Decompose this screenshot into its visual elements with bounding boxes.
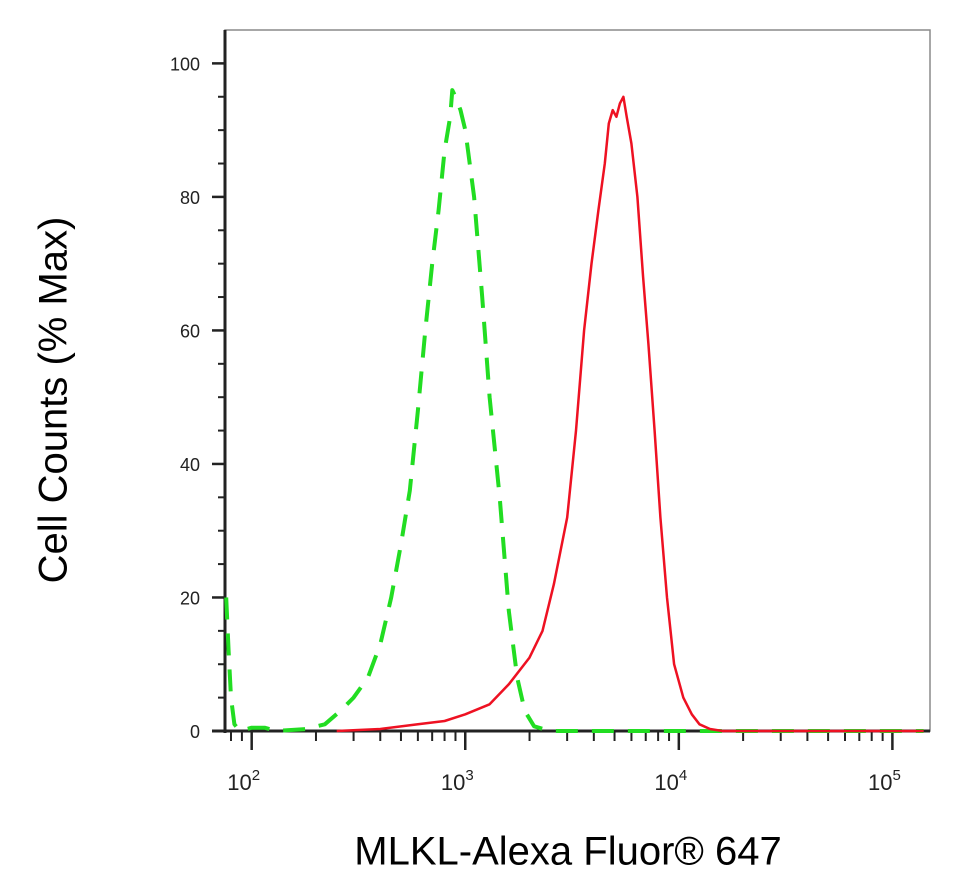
isotype-control-line	[224, 88, 924, 733]
x-axis-ticks: 102 103 104 105	[227, 731, 901, 795]
x-tick-label: 104	[654, 767, 687, 795]
y-tick-label: 100	[170, 54, 200, 74]
y-axis-ticks: 0 20 40 60 80 100	[170, 54, 225, 742]
series-group	[224, 88, 924, 733]
y-tick-label: 40	[180, 455, 200, 475]
plot-frame	[224, 29, 931, 732]
x-tick-label: 105	[868, 767, 901, 795]
sample-line	[336, 95, 924, 733]
x-axis-label: MLKL-Alexa Fluor® 647	[354, 829, 782, 874]
x-tick-label: 103	[441, 767, 474, 795]
x-tick-label: 102	[227, 767, 260, 795]
y-tick-label: 80	[180, 188, 200, 208]
y-tick-label: 20	[180, 588, 200, 608]
y-axis-label: Cell Counts (% Max)	[31, 216, 76, 584]
y-tick-label: 60	[180, 321, 200, 341]
y-tick-label: 0	[190, 722, 200, 742]
